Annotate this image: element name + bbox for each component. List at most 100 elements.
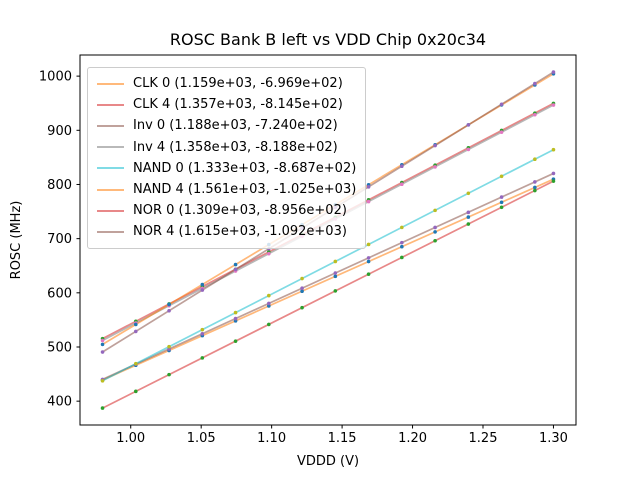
data-point-inv-0 xyxy=(551,171,556,176)
legend-label: NAND 4 (1.561e+03, -1.025e+03) xyxy=(133,182,357,198)
chart-title: ROSC Bank B left vs VDD Chip 0x20c34 xyxy=(170,30,486,49)
legend-label: NAND 0 (1.333e+03, -8.687e+02) xyxy=(133,160,357,176)
legend-entry-clk-0: CLK 0 (1.159e+03, -6.969e+02) xyxy=(97,73,356,94)
x-tick-label: 1.20 xyxy=(398,431,427,446)
legend: CLK 0 (1.159e+03, -6.969e+02) CLK 4 (1.35… xyxy=(87,67,367,249)
x-tick-label: 1.10 xyxy=(257,431,286,446)
data-point-nor-4 xyxy=(551,70,556,74)
legend-entry-nor-4: NOR 4 (1.615e+03, -1.092e+03) xyxy=(97,221,356,242)
fit-line-nand-0 xyxy=(101,148,555,382)
data-point-nand-0 xyxy=(167,344,171,349)
data-point-nand-0 xyxy=(233,310,238,315)
data-point-nor-0 xyxy=(551,179,556,183)
data-point-inv-0 xyxy=(267,301,271,306)
legend-entry-nor-0: NOR 0 (1.309e+03, -8.956e+02) xyxy=(97,200,356,221)
legend-entry-clk-4: CLK 4 (1.357e+03, -8.145e+02) xyxy=(97,94,356,115)
data-point-nand-0 xyxy=(200,327,205,332)
y-tick-label: 400 xyxy=(47,395,72,410)
legend-entry-inv-4: Inv 4 (1.358e+03, -8.188e+02) xyxy=(97,137,356,158)
data-point-nand-0 xyxy=(400,225,404,230)
data-point-nor-0 xyxy=(499,205,504,210)
data-point-inv-0 xyxy=(366,256,371,260)
legend-line-swatch xyxy=(97,82,124,85)
data-point-inv-4 xyxy=(366,199,371,204)
fit-line-clk-0 xyxy=(101,178,555,381)
data-point-nor-4 xyxy=(366,185,371,189)
data-point-inv-0 xyxy=(400,240,404,245)
data-point-inv-0 xyxy=(433,225,437,230)
data-point-nor-0 xyxy=(100,406,105,410)
y-axis-label: ROSC (MHz) xyxy=(9,201,24,280)
data-point-nor-0 xyxy=(233,339,238,343)
legend-entry-nand-0: NAND 0 (1.333e+03, -8.687e+02) xyxy=(97,158,356,179)
y-tick-label: 700 xyxy=(47,232,72,247)
data-point-inv-0 xyxy=(233,316,238,321)
data-point-nor-0 xyxy=(400,255,404,260)
data-point-inv-4 xyxy=(100,338,105,343)
legend-entry-inv-0: Inv 0 (1.188e+03, -7.240e+02) xyxy=(97,115,356,136)
x-axis-label: VDDD (V) xyxy=(297,454,359,469)
data-point-nand-0 xyxy=(366,242,371,247)
data-point-inv-0 xyxy=(300,286,304,291)
legend-line-swatch xyxy=(97,146,124,149)
data-point-nand-0 xyxy=(551,147,556,152)
legend-line-swatch xyxy=(97,103,124,106)
data-point-nor-0 xyxy=(433,238,437,243)
y-tick-label: 1000 xyxy=(39,70,72,85)
data-point-nand-4 xyxy=(200,282,205,287)
data-point-inv-0 xyxy=(499,195,504,199)
data-point-nor-4 xyxy=(134,329,138,334)
legend-entry-nand-4: NAND 4 (1.561e+03, -1.025e+03) xyxy=(97,179,356,200)
data-point-clk-0 xyxy=(499,200,504,205)
data-point-nand-4 xyxy=(233,262,238,267)
data-point-nor-0 xyxy=(300,305,304,310)
data-point-nor-4 xyxy=(499,102,504,107)
data-point-nor-4 xyxy=(167,308,171,313)
data-point-inv-4 xyxy=(499,130,504,134)
data-point-clk-0 xyxy=(466,215,471,219)
legend-line-swatch xyxy=(97,230,124,233)
legend-label: NOR 4 (1.615e+03, -1.092e+03) xyxy=(133,224,347,240)
data-point-nor-4 xyxy=(400,164,404,169)
y-tick-label: 500 xyxy=(47,340,72,355)
data-point-nor-4 xyxy=(100,350,105,354)
data-point-nor-4 xyxy=(433,143,437,148)
data-point-nor-4 xyxy=(200,288,205,292)
x-tick-label: 1.00 xyxy=(116,431,145,446)
data-point-nor-0 xyxy=(134,389,138,394)
data-point-nand-0 xyxy=(333,259,338,264)
data-point-nor-4 xyxy=(233,267,238,272)
data-point-inv-4 xyxy=(551,103,556,107)
data-point-inv-0 xyxy=(200,331,205,336)
data-point-nand-0 xyxy=(466,191,471,196)
y-tick-label: 800 xyxy=(47,178,72,193)
data-point-inv-0 xyxy=(466,210,471,215)
legend-label: CLK 0 (1.159e+03, -6.969e+02) xyxy=(133,76,343,92)
legend-line-swatch xyxy=(97,188,124,191)
data-point-clk-0 xyxy=(267,304,271,308)
x-tick-label: 1.05 xyxy=(187,431,216,446)
x-tick-label: 1.30 xyxy=(539,431,568,446)
x-tick-label: 1.15 xyxy=(328,431,357,446)
data-point-nor-0 xyxy=(366,272,371,276)
data-point-nand-0 xyxy=(499,174,504,179)
x-tick-label: 1.25 xyxy=(469,431,498,446)
data-point-clk-0 xyxy=(300,289,304,293)
data-point-inv-4 xyxy=(533,112,537,117)
data-point-inv-0 xyxy=(333,271,338,275)
data-point-nand-4 xyxy=(134,322,138,327)
data-point-nand-0 xyxy=(433,208,437,213)
data-point-nor-4 xyxy=(466,123,471,127)
data-point-clk-0 xyxy=(400,244,404,249)
data-point-clk-0 xyxy=(333,274,338,279)
data-point-nor-4 xyxy=(533,81,537,86)
data-point-nand-0 xyxy=(300,276,304,281)
data-point-inv-0 xyxy=(533,180,537,184)
data-point-nor-0 xyxy=(267,322,271,327)
data-point-nand-0 xyxy=(134,361,138,366)
data-point-nor-0 xyxy=(200,356,205,360)
legend-line-swatch xyxy=(97,167,124,170)
data-point-nand-0 xyxy=(100,378,105,383)
y-tick-label: 600 xyxy=(47,286,72,301)
